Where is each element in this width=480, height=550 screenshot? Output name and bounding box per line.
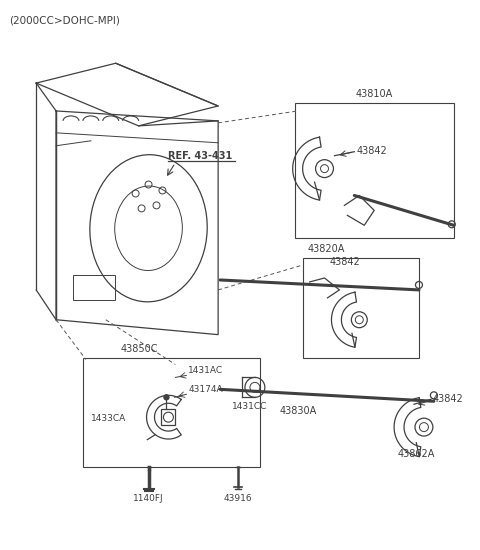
- Bar: [295, 103, 454, 238]
- Bar: [83, 358, 260, 467]
- Bar: [302, 258, 419, 358]
- Text: 43842: 43842: [329, 257, 360, 267]
- Text: 1431CC: 1431CC: [232, 402, 267, 411]
- Bar: [161, 409, 175, 425]
- Bar: [73, 275, 115, 300]
- Text: 43850C: 43850C: [120, 344, 158, 354]
- Text: (2000CC>DOHC-MPI): (2000CC>DOHC-MPI): [9, 15, 120, 25]
- Text: 1431AC: 1431AC: [188, 366, 223, 376]
- Text: 1433CA: 1433CA: [91, 414, 126, 423]
- Text: 43842: 43842: [356, 146, 387, 156]
- Text: 1140FJ: 1140FJ: [133, 494, 164, 503]
- Text: 43842: 43842: [433, 394, 464, 404]
- Text: 43820A: 43820A: [308, 244, 345, 254]
- Text: 43916: 43916: [224, 494, 252, 503]
- Text: 43862A: 43862A: [397, 449, 434, 459]
- Circle shape: [164, 395, 169, 400]
- Text: 43174A: 43174A: [188, 386, 223, 394]
- Text: 43830A: 43830A: [280, 406, 317, 416]
- Text: 43810A: 43810A: [356, 89, 393, 99]
- Text: REF. 43-431: REF. 43-431: [168, 151, 233, 161]
